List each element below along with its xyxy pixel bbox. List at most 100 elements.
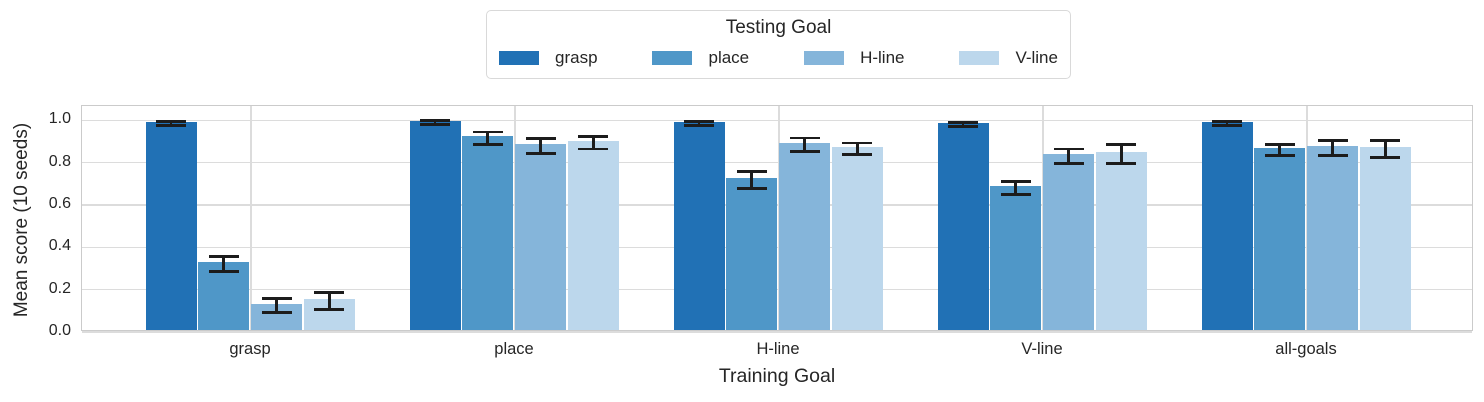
error-bar (539, 138, 542, 154)
bar-V-line-H-line (1043, 154, 1094, 330)
error-bar-cap (684, 123, 714, 127)
bar-all-goals-grasp (1201, 121, 1253, 330)
error-bar-cap (1317, 139, 1348, 142)
error-bar (1225, 121, 1229, 126)
v-gridline (250, 106, 252, 330)
error-bar-cap (1212, 123, 1242, 127)
error-bar-cap (842, 141, 873, 145)
bar-H-line-grasp (673, 121, 725, 330)
error-bar-cap (789, 136, 820, 140)
error-bar-cap (261, 310, 292, 314)
error-bar-cap (472, 143, 503, 147)
bar-V-line-V-line (1095, 152, 1147, 330)
legend-entry-V-line: V-line (959, 48, 1058, 68)
bar-place-V-line (567, 140, 619, 330)
error-bar (855, 143, 859, 155)
error-bar (433, 120, 437, 125)
x-tick-label-V-line: V-line (1021, 340, 1063, 358)
error-bar (591, 136, 595, 149)
error-bar-cap (1106, 143, 1137, 147)
legend-swatch-icon (499, 51, 539, 65)
legend-entry-grasp: grasp (499, 48, 598, 68)
error-bar (222, 256, 226, 272)
error-bar-cap (1317, 153, 1348, 157)
bar-place-place (462, 136, 514, 330)
y-tick-label: 0.6 (48, 195, 71, 213)
legend-label: grasp (555, 48, 598, 67)
error-bar-cap (1370, 139, 1401, 142)
legend: Testing Goal grasp place H-line V-line (486, 10, 1071, 79)
bar-all-goals-place (1254, 148, 1306, 330)
error-bar-cap (1000, 193, 1031, 196)
error-bar-cap (578, 147, 609, 151)
error-bar-cap (208, 270, 239, 274)
y-tick-label: 0.4 (48, 237, 71, 255)
error-bar-cap (1370, 156, 1401, 159)
bar-all-goals-H-line (1307, 145, 1358, 330)
bar-H-line-V-line (831, 146, 883, 330)
y-tick-label: 1.0 (48, 110, 71, 128)
x-tick-label-grasp: grasp (229, 340, 271, 358)
error-bar-cap (420, 122, 450, 126)
error-bar (697, 121, 701, 126)
x-tick-label-all-goals: all-goals (1275, 340, 1337, 358)
error-bar-cap (525, 136, 556, 140)
y-tick-label: 0.0 (48, 322, 71, 339)
error-bar-cap (1106, 162, 1137, 166)
x-axis-label: Training Goal (718, 365, 836, 387)
plot-area (81, 105, 1473, 333)
error-bar-cap (948, 125, 978, 129)
error-bar-cap (948, 121, 978, 124)
legend-label: H-line (860, 48, 905, 67)
error-bar (1383, 140, 1387, 158)
bar-V-line-place (990, 186, 1042, 330)
y-tick-label: 0.8 (48, 152, 71, 170)
error-bar-cap (736, 186, 767, 190)
error-bar (169, 121, 173, 126)
error-bar-cap (156, 124, 186, 128)
error-bar-cap (578, 134, 609, 138)
error-bar-cap (736, 169, 767, 173)
legend-swatch-icon (652, 51, 693, 65)
error-bar (803, 137, 806, 152)
bar-all-goals-V-line (1359, 146, 1411, 330)
legend-entries: grasp place H-line V-line (487, 48, 1070, 68)
error-bar-cap (156, 120, 186, 123)
x-tick-label-place: place (494, 340, 534, 358)
x-tick-label-H-line: H-line (756, 340, 800, 358)
error-bar-cap (420, 119, 450, 123)
error-bar (750, 171, 754, 189)
error-bar-cap (1264, 153, 1295, 157)
error-bar-cap (261, 297, 292, 301)
error-bar-cap (1264, 143, 1295, 147)
legend-entry-place: place (652, 48, 749, 68)
bar-grasp-grasp (145, 121, 197, 330)
error-bar-cap (1053, 147, 1084, 151)
error-bar (275, 298, 278, 313)
bar-place-grasp (409, 120, 461, 330)
legend-swatch-icon (959, 51, 1000, 65)
error-bar (327, 292, 331, 310)
bar-grasp-place (198, 262, 250, 330)
error-bar-cap (789, 150, 820, 153)
error-bar-cap (1000, 180, 1031, 184)
error-bar-cap (208, 255, 239, 259)
legend-title: Testing Goal (725, 17, 832, 38)
error-bar (1119, 144, 1123, 164)
h-gridline (82, 119, 1472, 122)
y-tick-label: 0.2 (48, 279, 71, 297)
h-gridline (82, 161, 1472, 164)
error-bar (1331, 140, 1334, 156)
h-gridline (82, 331, 1472, 333)
error-bar (1067, 148, 1070, 164)
error-bar (486, 132, 490, 145)
bar-H-line-H-line (779, 142, 830, 330)
bar-V-line-grasp (937, 122, 989, 330)
error-bar-cap (314, 291, 345, 295)
legend-entry-H-line: H-line (804, 48, 904, 68)
error-bar-cap (314, 308, 345, 312)
error-bar-cap (472, 130, 503, 134)
error-bar-cap (1053, 162, 1084, 166)
legend-label: V-line (1015, 48, 1058, 67)
